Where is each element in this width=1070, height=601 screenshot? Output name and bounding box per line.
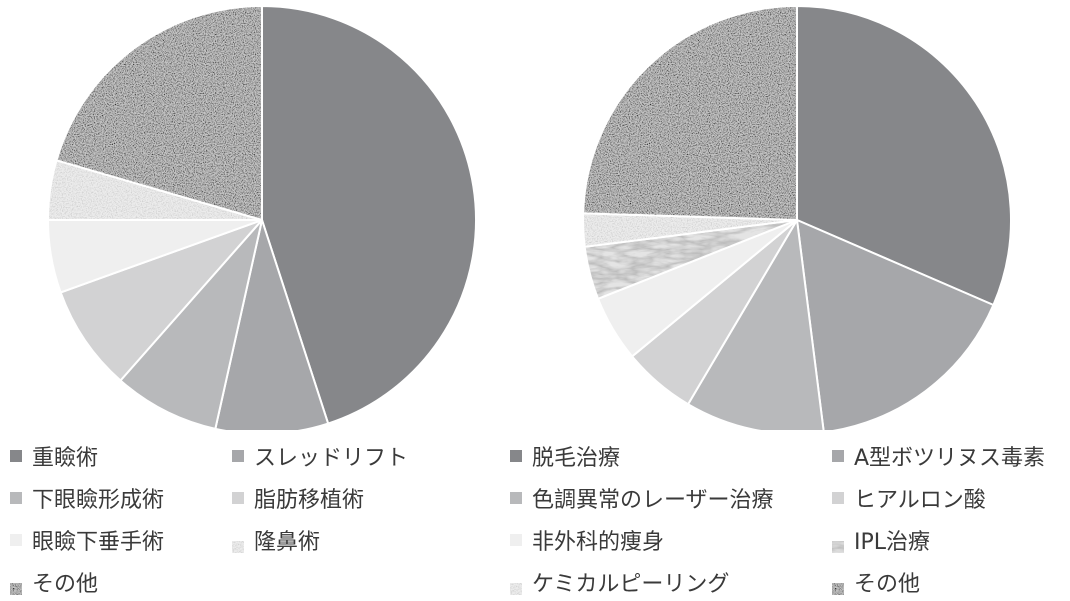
pie-0-slice-2 [119, 219, 263, 430]
legend-swatch [10, 450, 22, 462]
pie-0-slice-3 [59, 219, 263, 382]
pie-1-slice-0 [796, 4, 1012, 307]
legend-label: A型ボツリヌス毒素 [854, 446, 1046, 471]
legend-swatch [10, 492, 22, 504]
pie-left-svg [46, 4, 477, 430]
pie-chart-left: 重瞼術 スレッドリフト下眼瞼形成術 脂肪移植術眼瞼下垂手術 隆鼻術その他 [0, 0, 535, 597]
legend-right: 脱毛治療 A型ボツリヌス毒素色調異常のレーザー治療 ヒアルロン酸非外科的痩身 IPL治… [510, 438, 1070, 600]
legend-label: ヒアルロン酸 [854, 488, 986, 513]
legend-label: 下眼瞼形成術 [32, 488, 165, 513]
legend-label: ケミカルピーリング [532, 572, 730, 597]
legend-swatch [832, 492, 844, 504]
legend-label: その他 [32, 572, 99, 597]
legend-label: 眼瞼下垂手術 [32, 530, 165, 555]
legend-item: その他 [832, 564, 1070, 600]
legend-label: 非外科的痩身 [532, 530, 665, 555]
legend-swatch [510, 450, 522, 462]
legend-label: 色調異常のレーザー治療 [532, 488, 774, 513]
legend-label: IPL治療 [854, 530, 931, 555]
legend-label: 隆鼻術 [254, 530, 321, 555]
legend-item: 脱毛治療 [510, 438, 832, 474]
legend-item: 隆鼻術 [232, 522, 532, 558]
pie-1-slice-1 [795, 218, 995, 430]
legend-label: 脱毛治療 [532, 446, 621, 471]
legend-swatch [10, 534, 22, 546]
legend-swatch [10, 576, 22, 595]
legend-item: 眼瞼下垂手術 [10, 522, 232, 558]
pie-0-slice-1 [214, 216, 330, 430]
legend-swatch [832, 534, 844, 553]
legend-item: 下眼瞼形成術 [10, 480, 232, 516]
legend-label: 重瞼術 [32, 446, 99, 471]
legend-swatch [232, 492, 244, 504]
legend-item: 重瞼術 [10, 438, 232, 474]
legend-swatch [832, 450, 844, 462]
pie-1-slice-2 [686, 216, 825, 430]
legend-item: ケミカルピーリング [510, 564, 832, 600]
legend-item: IPL治療 [832, 522, 1070, 558]
legend-swatch [832, 576, 844, 595]
legend-item: ヒアルロン酸 [832, 480, 1070, 516]
legend-swatch [232, 534, 244, 553]
legend-swatch [510, 576, 522, 595]
pie-0-slice-0 [261, 4, 477, 425]
legend-swatch [510, 492, 522, 504]
legend-item: その他 [10, 564, 232, 600]
pie-chart-right: 脱毛治療 A型ボツリヌス毒素色調異常のレーザー治療 ヒアルロン酸非外科的痩身 IPL治… [510, 0, 1070, 597]
legend-item: 脂肪移植術 [232, 480, 532, 516]
legend-label: その他 [854, 572, 921, 597]
legend-swatch [510, 534, 522, 546]
pie-right-svg [582, 4, 1012, 430]
legend-item: 非外科的痩身 [510, 522, 832, 558]
legend-label: スレッドリフト [254, 446, 409, 471]
legend-item: 色調異常のレーザー治療 [510, 480, 832, 516]
legend-label: 脂肪移植術 [254, 488, 365, 513]
legend-swatch [232, 450, 244, 462]
legend-item: A型ボツリヌス毒素 [832, 438, 1070, 474]
legend-left: 重瞼術 スレッドリフト下眼瞼形成術 脂肪移植術眼瞼下垂手術 隆鼻術その他 [10, 438, 532, 600]
legend-item: スレッドリフト [232, 438, 532, 474]
